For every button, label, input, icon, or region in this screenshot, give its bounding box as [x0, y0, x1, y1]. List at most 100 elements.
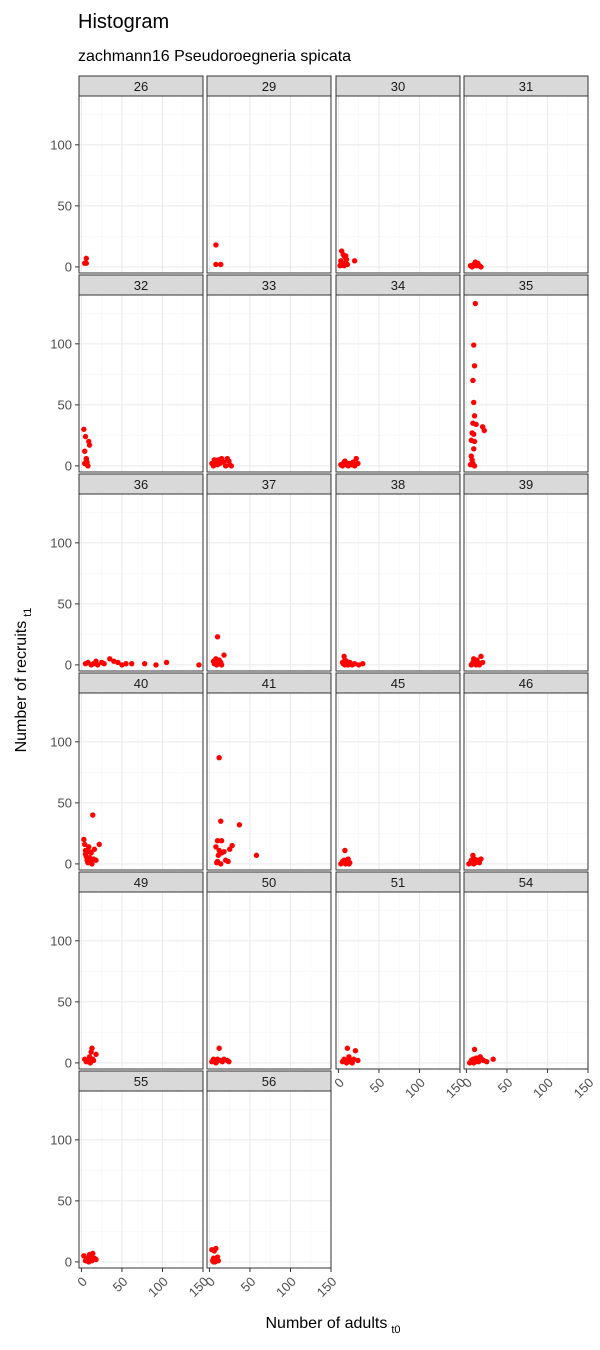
facet-strip [335, 473, 461, 495]
data-point [478, 856, 484, 862]
data-point [225, 858, 231, 865]
data-point [467, 461, 474, 468]
data-point [355, 460, 361, 467]
y-tick-label: 100 [50, 535, 72, 550]
data-point [214, 634, 221, 640]
data-point [218, 838, 225, 844]
y-axis-title-sub: t1 [22, 608, 34, 617]
panel-background [79, 96, 203, 273]
y-tick-label: 0 [65, 657, 72, 672]
data-point [471, 431, 477, 437]
data-point [212, 659, 218, 666]
x-tick-label: 50 [495, 1075, 516, 1096]
data-point [153, 662, 159, 668]
facet-panel-35: 35 [463, 274, 589, 473]
data-point [476, 662, 483, 668]
data-point [81, 841, 88, 848]
facet-strip-label: 39 [519, 477, 533, 492]
x-tick-label: 100 [145, 1274, 171, 1300]
data-point [351, 660, 358, 667]
panel-background [79, 693, 203, 870]
panel-background [79, 295, 203, 472]
data-point [213, 242, 219, 248]
facet-strip [463, 871, 589, 893]
data-point [343, 256, 350, 263]
data-point [344, 460, 351, 467]
facet-strip [78, 1070, 204, 1092]
x-tick-label: 0 [74, 1274, 90, 1290]
data-point [82, 433, 89, 440]
data-point [347, 859, 353, 866]
data-point [91, 846, 98, 852]
x-tick-label: 50 [238, 1274, 259, 1295]
data-point [471, 1046, 478, 1053]
facet-panel-45: 45 [335, 672, 461, 871]
data-point [228, 463, 235, 469]
facet-strip-label: 50 [262, 875, 276, 890]
data-point [470, 377, 476, 384]
data-point [222, 463, 229, 469]
data-point [214, 859, 220, 866]
facet-strip-label: 56 [262, 1074, 276, 1089]
data-point [83, 260, 89, 266]
facet-strip-label: 35 [519, 278, 533, 293]
x-tick-label: 100 [402, 1075, 428, 1101]
facet-strip-label: 55 [134, 1074, 148, 1089]
data-point [163, 659, 170, 666]
facet-strip-label: 26 [134, 79, 148, 94]
facet-strip [335, 75, 461, 97]
data-point [214, 1058, 220, 1065]
data-point [478, 653, 484, 660]
data-point [218, 818, 224, 824]
x-tick-label: 100 [273, 1274, 299, 1300]
facet-panel-51: 510 50 100 150 [331, 871, 469, 1101]
facet-strip-label: 30 [391, 79, 405, 94]
y-tick-label: 0 [65, 1055, 72, 1070]
y-axis-title-main: Number of recruits [13, 621, 30, 753]
facet-strip [78, 473, 204, 495]
facet-panel-32: 32 0 50 100 [50, 274, 204, 473]
data-point [352, 1047, 359, 1054]
facet-panel-56: 560 50 100 150 [202, 1070, 340, 1300]
facet-panel-54: 540 50 100 150 [459, 871, 597, 1101]
facet-panel-50: 50 [206, 871, 332, 1070]
data-point [82, 460, 89, 467]
data-point [86, 442, 93, 448]
data-point [123, 660, 129, 667]
data-point [210, 1259, 217, 1265]
facet-strip [78, 672, 204, 694]
facet-strip-label: 29 [262, 79, 276, 94]
facet-strip-label: 31 [519, 79, 533, 94]
data-point [351, 258, 358, 264]
panel-background [79, 494, 203, 671]
panel-background [207, 494, 331, 671]
panel-background [79, 1091, 203, 1268]
panel-background [464, 295, 588, 472]
data-point [481, 427, 487, 434]
facet-strip-label: 49 [134, 875, 148, 890]
data-point [471, 1060, 477, 1066]
y-tick-label: 0 [65, 856, 72, 871]
panel-background [464, 494, 588, 671]
data-point [90, 1250, 96, 1257]
data-point [94, 662, 101, 668]
data-point [115, 659, 121, 666]
data-point [344, 1045, 351, 1051]
panel-background [207, 693, 331, 870]
facet-panel-41: 41 [206, 672, 332, 871]
facet-strip-label: 34 [391, 278, 405, 293]
y-tick-label: 0 [65, 1254, 72, 1269]
facet-strip [463, 473, 589, 495]
panel-background [336, 96, 460, 273]
data-point [342, 847, 348, 854]
facet-strip [78, 75, 204, 97]
data-point [218, 662, 225, 668]
facet-strip-label: 46 [519, 676, 533, 691]
data-point [196, 662, 202, 668]
data-point [90, 812, 96, 818]
data-point [471, 342, 477, 348]
data-point [221, 848, 227, 855]
data-point [343, 1060, 350, 1066]
y-tick-label: 100 [50, 137, 72, 152]
